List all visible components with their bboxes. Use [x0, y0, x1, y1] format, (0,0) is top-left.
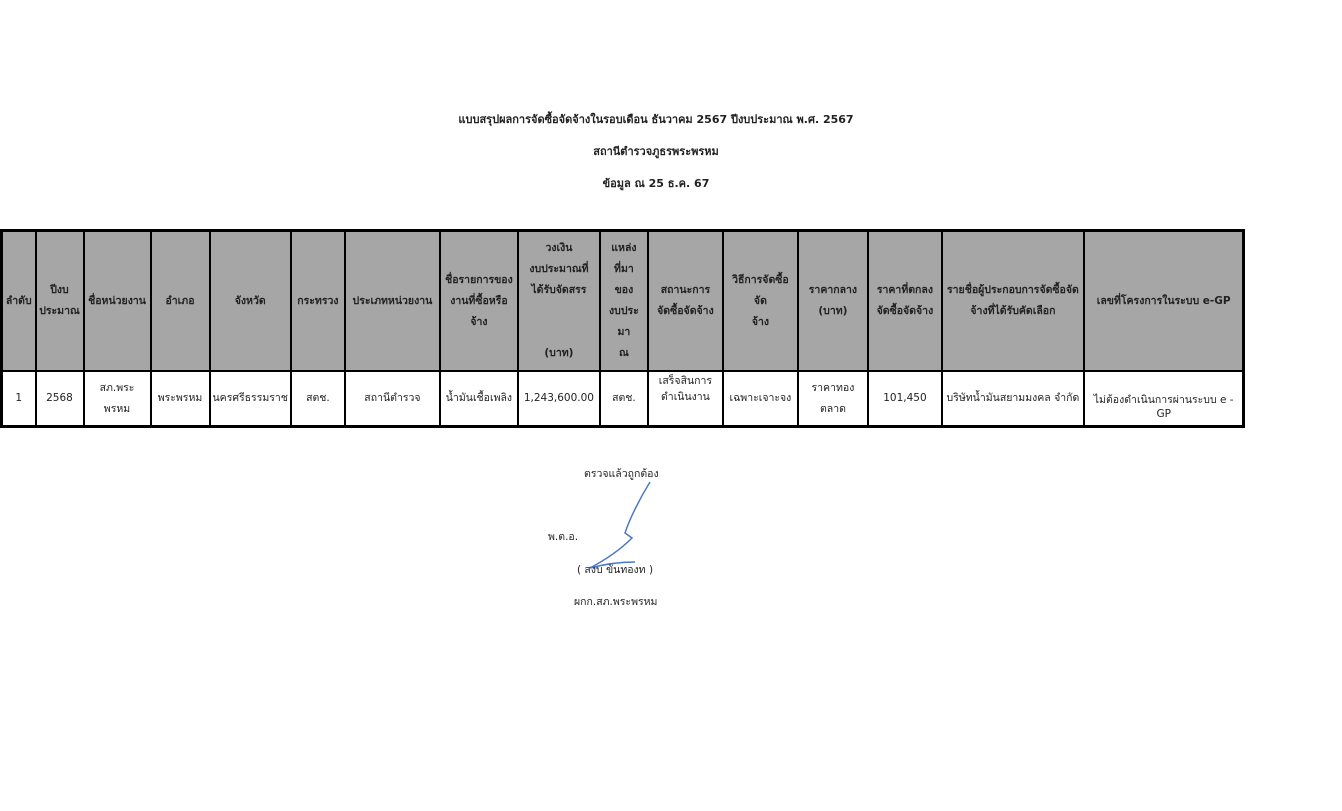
column-header: ปีงบ ประมาณ — [34, 229, 85, 372]
table-cell: นครศรีธรรมราช — [208, 370, 292, 428]
column-header: ชื่อหน่วยงาน — [82, 229, 152, 372]
table-cell: พระพรหม — [149, 370, 211, 428]
rank-label: พ.ต.อ. — [548, 531, 579, 543]
column-header: แหล่งที่มา ของ งบประมา ณ — [598, 229, 649, 372]
table-cell: สถานีตำรวจ — [343, 370, 441, 428]
table-cell: 1 — [0, 370, 37, 428]
table-cell: น้ำมันเชื้อเพลิง — [438, 370, 519, 428]
table-cell: 101,450 — [866, 370, 943, 428]
header-row: ลำดับ ปีงบ ประมาณ ชื่อหน่วยงาน อำเภอ จังหวัด… — [0, 229, 1245, 372]
table-cell: 1,243,600.00 — [516, 370, 601, 428]
table-cell: ราคาทองตลาด — [796, 370, 869, 428]
verified-label: ตรวจแล้วถูกต้อง — [584, 468, 659, 480]
table-cell: 2568 — [34, 370, 85, 428]
column-header: อำเภอ — [149, 229, 211, 372]
column-header: เลขที่โครงการในระบบ e-GP — [1082, 229, 1245, 372]
procurement-table: ลำดับ ปีงบ ประมาณ ชื่อหน่วยงาน อำเภอ จังหวัด… — [0, 229, 1246, 428]
table-cell: เสร็จสินการ ดำเนินงาน — [646, 370, 724, 428]
signatory-name: ( สงบ ขันทองท ) — [577, 564, 654, 576]
column-header: วงเงิน งบประมาณที่ ได้รับจัดสรร (บาท) — [516, 229, 601, 372]
signatory-position: ผกก.สภ.พระพรหม — [574, 596, 658, 608]
column-header: ราคากลาง (บาท) — [796, 229, 869, 372]
column-header: ราคาที่ตกลง จัดซื้อจัดจ้าง — [866, 229, 943, 372]
column-header: กระทรวง — [289, 229, 346, 372]
table-cell: สภ.พระพรหม — [82, 370, 152, 428]
column-header: ประเภทหน่วยงาน — [343, 229, 441, 372]
as-of-date: ข้อมูล ณ 25 ธ.ค. 67 — [602, 177, 710, 190]
column-header: วิธีการจัดซื้อจัด จ้าง — [721, 229, 799, 372]
table-cell: สตช. — [289, 370, 346, 428]
column-header: รายชื่อผู้ประกอบการจัดซื้อจัด จ้างที่ได้… — [940, 229, 1085, 372]
document-title: แบบสรุปผลการจัดซื้อจัดจ้างในรอบเดือน ธัน… — [458, 113, 854, 126]
handwritten-signature — [589, 481, 651, 569]
column-header: ลำดับ — [0, 229, 37, 372]
column-header: สถานะการ จัดซื้อจัดจ้าง — [646, 229, 724, 372]
agency-name: สถานีตำรวจภูธรพระพรหม — [593, 145, 719, 158]
table-cell: บริษัทน้ำมันสยามมงคล จำกัด — [940, 370, 1085, 428]
column-header: จังหวัด — [208, 229, 292, 372]
table-cell: ไม่ต้องดำเนินการผ่านระบบ e - GP — [1082, 370, 1245, 428]
table-row: 1 2568 สภ.พระพรหม พระพรหม นครศรีธรรมราช สตช. ส… — [0, 370, 1245, 428]
table-cell: เฉพาะเจาะจง — [721, 370, 799, 428]
table-cell: สตช. — [598, 370, 649, 428]
column-header: ชื่อรายการของ งานที่ซื้อหรือจ้าง — [438, 229, 519, 372]
